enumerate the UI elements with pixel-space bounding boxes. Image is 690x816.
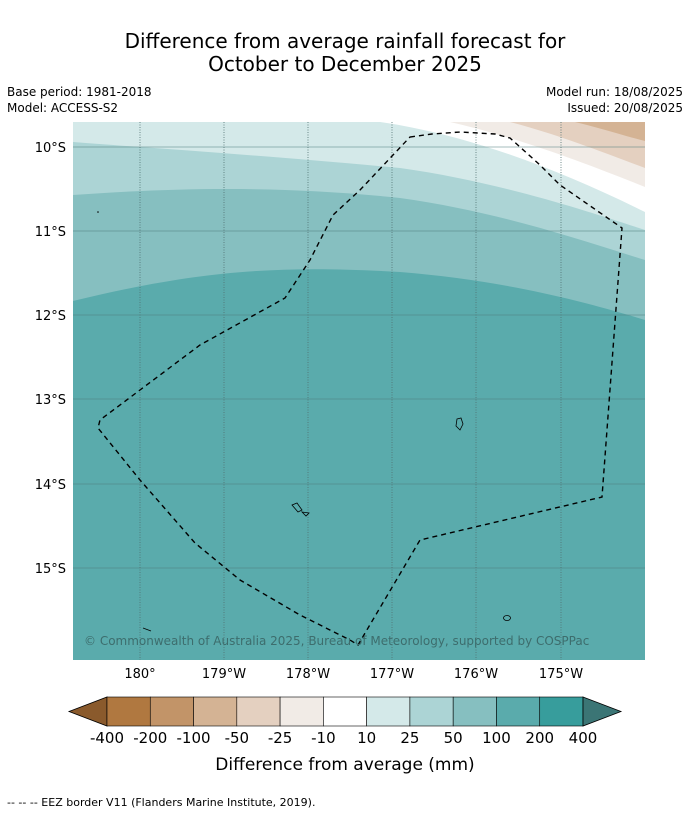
colorbar-segment xyxy=(149,696,194,727)
colorbar-tick-label: -25 xyxy=(268,729,293,747)
eez-legend: -- -- -- EEZ border V11 (Flanders Marine… xyxy=(7,796,316,809)
copyright-text: © Commonwealth of Australia 2025, Bureau… xyxy=(84,634,589,648)
colorbar-tick-label: -10 xyxy=(311,729,336,747)
colorbar-tick-label: -200 xyxy=(133,729,167,747)
colorbar-segment xyxy=(236,696,281,727)
colorbar: -400 -200 -100 -50 -25 -10 10 25 50 100 200 400 xyxy=(67,696,623,747)
colorbar-segment xyxy=(366,696,411,727)
lat-label: 15°S xyxy=(35,562,66,577)
lat-label: 11°S xyxy=(35,225,66,240)
base-period-text: Base period: 1981-2018 xyxy=(7,85,152,99)
meta-left: Base period: 1981-2018 Model: ACCESS-S2 xyxy=(7,84,152,116)
island-central-small xyxy=(300,511,310,517)
colorbar-extend-low xyxy=(67,696,108,727)
colorbar-tick-label: -100 xyxy=(177,729,211,747)
colorbar-tick-label: 400 xyxy=(569,729,598,747)
latitude-labels: 10°S 11°S 12°S 13°S 14°S 15°S xyxy=(35,141,66,577)
colorbar-tick-label: 100 xyxy=(482,729,511,747)
colorbar-tick-label: 10 xyxy=(357,729,376,747)
colorbar-tick-label: -50 xyxy=(225,729,250,747)
colorbar-tick-label: 200 xyxy=(525,729,554,747)
model-text: Model: ACCESS-S2 xyxy=(7,101,119,115)
island-northwest xyxy=(97,211,99,213)
colorbar-tick-label: -400 xyxy=(90,729,124,747)
island-southeast xyxy=(503,615,511,621)
lon-label: 175°W xyxy=(539,667,583,682)
band-minus25-minus50 xyxy=(510,122,645,168)
islands xyxy=(97,211,511,632)
lat-label: 14°S xyxy=(35,478,66,493)
title-line-1: Difference from average rainfall forecas… xyxy=(124,29,566,53)
colorbar-segment xyxy=(496,696,541,727)
colorbar-label: Difference from average (mm) xyxy=(215,755,474,775)
colorbar-segment xyxy=(106,696,151,727)
rainfall-bands xyxy=(73,122,645,660)
lon-label: 178°W xyxy=(286,667,330,682)
issued-text: Issued: 20/08/2025 xyxy=(567,101,683,115)
lat-label: 13°S xyxy=(35,393,66,408)
lon-label: 177°W xyxy=(370,667,414,682)
colorbar-extend-high xyxy=(582,696,623,727)
island-central xyxy=(291,502,303,513)
meta-right: Model run: 18/08/2025 Issued: 20/08/2025 xyxy=(546,84,683,116)
lat-label: 12°S xyxy=(35,309,66,324)
colorbar-tick-label: 25 xyxy=(400,729,419,747)
model-run-text: Model run: 18/08/2025 xyxy=(545,85,683,99)
eez-border xyxy=(97,131,623,646)
island-southwest xyxy=(142,627,152,632)
colorbar-segment xyxy=(279,696,324,727)
colorbar-segment xyxy=(409,696,454,727)
colorbar-segment xyxy=(323,696,367,727)
longitude-labels: 180° 179°W 178°W 177°W 176°W 175°W xyxy=(124,667,583,682)
colorbar-segment xyxy=(452,696,497,727)
colorbar-tick-label: 50 xyxy=(444,729,463,747)
colorbar-segment xyxy=(539,696,584,727)
colorbar-segment xyxy=(193,696,238,727)
lon-label: 179°W xyxy=(202,667,246,682)
band-minus50-minus100 xyxy=(575,122,645,141)
title-line-2: October to December 2025 xyxy=(208,52,482,76)
island-east xyxy=(455,417,464,431)
chart-title: Difference from average rainfall forecas… xyxy=(0,30,690,76)
graticule xyxy=(73,122,645,660)
lon-label: 180° xyxy=(124,667,155,682)
lon-label: 176°W xyxy=(454,667,498,682)
lat-label: 10°S xyxy=(35,141,66,156)
